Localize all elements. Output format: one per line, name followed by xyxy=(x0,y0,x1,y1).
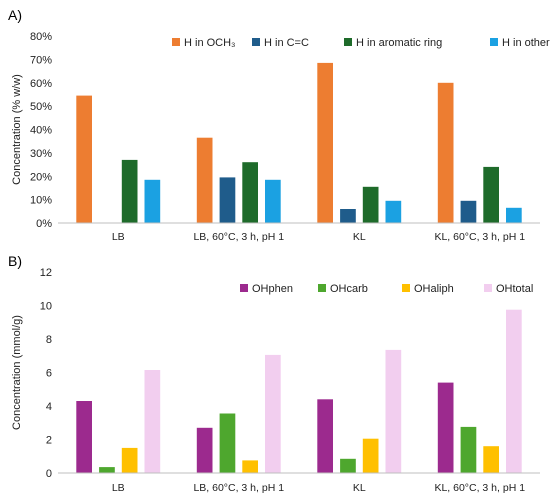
bar-1-1-2 xyxy=(340,458,356,473)
legend-swatch xyxy=(490,38,498,46)
legend-swatch xyxy=(484,284,492,292)
bar-1-3-0 xyxy=(144,370,161,473)
y-tick-label: 10% xyxy=(30,195,52,207)
y-tick-label: 80% xyxy=(30,31,52,43)
y-axis-label: Concentration (% w/w) xyxy=(11,74,23,185)
bar-1-0-1 xyxy=(196,427,213,473)
bar-1-0-2 xyxy=(317,399,333,473)
bar-0-1-2 xyxy=(340,209,356,223)
legend-label: OHcarb xyxy=(330,283,368,295)
bar-0-3-3 xyxy=(506,207,522,223)
x-category-label: KL xyxy=(353,482,366,494)
bar-1-3-1 xyxy=(265,354,281,473)
x-category-label: LB xyxy=(112,482,125,494)
y-tick-label: 70% xyxy=(30,54,52,66)
legend-label: OHphen xyxy=(252,283,293,295)
bar-1-3-3 xyxy=(506,309,522,473)
bar-0-2-2 xyxy=(362,186,379,223)
y-tick-label: 30% xyxy=(30,148,52,160)
bar-1-1-3 xyxy=(460,426,477,473)
bar-0-3-0 xyxy=(144,179,161,223)
legend: H in OCH₃ H in C=C H in aromatic ring H in … xyxy=(172,37,550,49)
bar-0-0-1 xyxy=(196,137,213,223)
chart-panel-1: A) 0% 10% 20% 30% 40% 50% 60% 70% 80% Concentratio… xyxy=(8,7,550,243)
legend-label: H in C=C xyxy=(264,37,309,49)
x-category-label: KL xyxy=(353,231,366,243)
bar-1-2-2 xyxy=(362,438,379,473)
y-tick-label: 6 xyxy=(46,368,52,380)
bar-1-2-1 xyxy=(242,460,258,473)
y-tick-label: 4 xyxy=(46,401,52,413)
y-tick-label: 0 xyxy=(46,468,52,480)
legend-label: OHaliph xyxy=(414,283,454,295)
y-tick-label: 20% xyxy=(30,171,52,183)
legend-swatch xyxy=(344,38,352,46)
bar-1-1-0 xyxy=(99,467,115,473)
legend-swatch xyxy=(402,284,410,292)
x-category-label: LB, 60°C, 3 h, pH 1 xyxy=(193,231,284,243)
bar-0-0-3 xyxy=(437,82,454,224)
legend-swatch xyxy=(318,284,326,292)
legend-swatch xyxy=(240,284,248,292)
bar-0-2-1 xyxy=(242,162,258,223)
y-tick-label: 2 xyxy=(46,435,52,447)
legend-label: OHtotal xyxy=(496,283,533,295)
legend-swatch xyxy=(172,38,180,46)
bar-1-0-3 xyxy=(437,382,454,473)
y-axis-label: Concentration (mmol/g) xyxy=(11,315,23,430)
panel-label: A) xyxy=(8,7,22,23)
bar-0-3-1 xyxy=(265,179,281,223)
bar-0-2-0 xyxy=(121,159,138,223)
x-category-label: LB xyxy=(112,231,125,243)
y-tick-label: 40% xyxy=(30,125,52,137)
bar-0-1-1 xyxy=(219,177,236,223)
bar-0-2-3 xyxy=(483,166,499,223)
chart-panel-2: B) 0 2 4 6 8 10 12 Concentration (mmol/g) LB LB, 6… xyxy=(8,253,540,494)
y-tick-label: 12 xyxy=(40,267,52,279)
bar-1-0-0 xyxy=(76,401,92,473)
legend-label: H in other groups xyxy=(502,37,550,49)
y-tick-label: 60% xyxy=(30,78,52,90)
y-tick-label: 0% xyxy=(36,218,52,230)
panel-label: B) xyxy=(8,253,22,269)
legend-swatch xyxy=(252,38,260,46)
y-tick-label: 50% xyxy=(30,101,52,113)
legend-label: H in OCH₃ xyxy=(184,37,236,49)
bar-1-2-3 xyxy=(483,446,499,473)
bar-0-1-3 xyxy=(460,200,477,223)
bar-1-1-1 xyxy=(219,413,236,473)
x-category-label: LB, 60°C, 3 h, pH 1 xyxy=(193,482,284,494)
x-category-label: KL, 60°C, 3 h, pH 1 xyxy=(434,482,525,494)
y-tick-label: 8 xyxy=(46,334,52,346)
bar-1-2-0 xyxy=(121,447,138,473)
x-category-label: KL, 60°C, 3 h, pH 1 xyxy=(434,231,525,243)
bar-1-3-2 xyxy=(385,349,402,473)
bar-0-0-2 xyxy=(317,62,333,224)
y-tick-label: 10 xyxy=(40,301,52,313)
bar-0-0-0 xyxy=(76,95,92,223)
legend: OHphen OHcarb OHaliph OHtotal xyxy=(240,283,533,295)
legend-label: H in aromatic ring xyxy=(356,37,442,49)
bar-0-3-2 xyxy=(385,200,402,223)
